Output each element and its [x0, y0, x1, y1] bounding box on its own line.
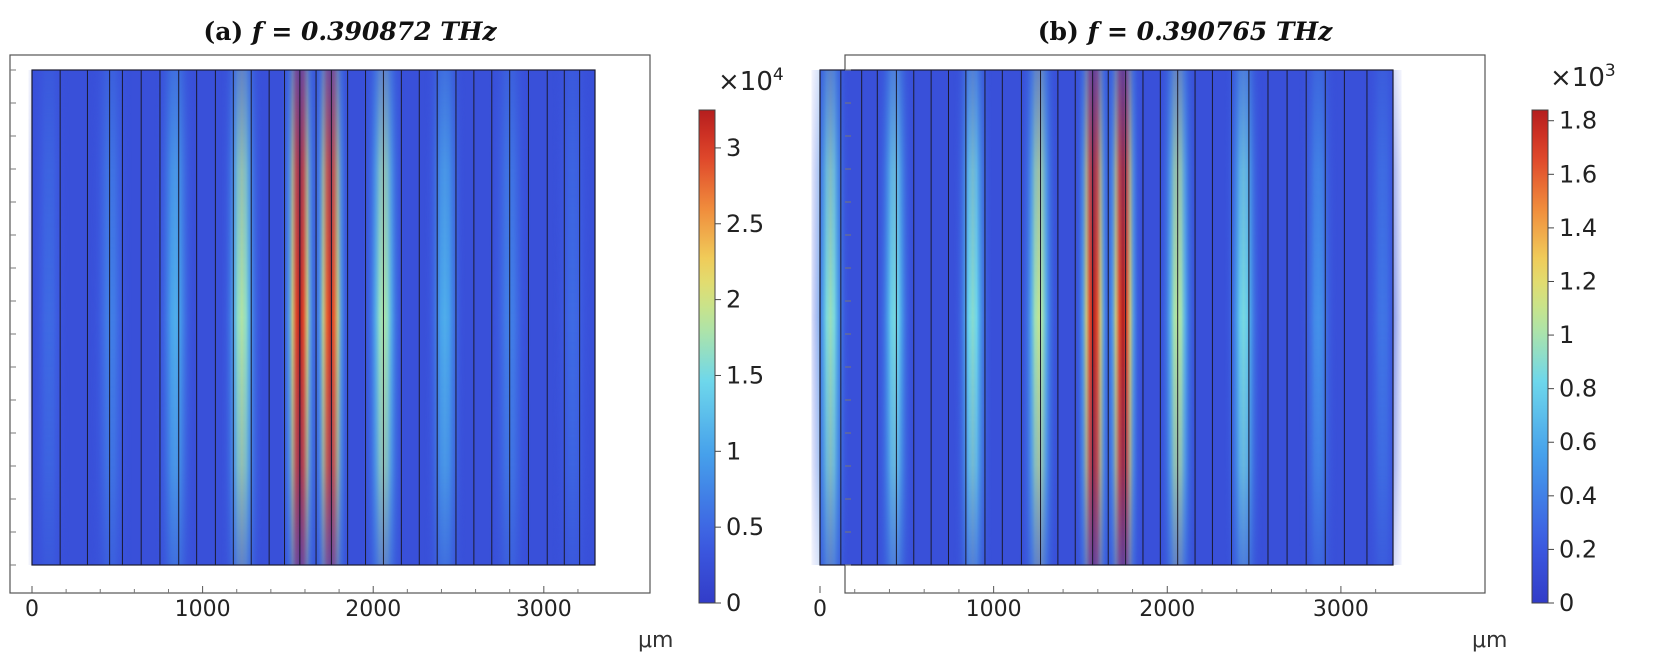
panel-a-field-peak [28, 70, 70, 565]
panel-a-y-ticks [10, 69, 16, 566]
panel-b-x-tick-label: 1000 [966, 597, 1022, 622]
panel-b-x-tick-label: 3000 [1313, 597, 1369, 622]
panel-a-colorbar [698, 109, 716, 604]
panel-b-x-tick-label: 2000 [1139, 597, 1195, 622]
panel-b: (b) f = 0.390765 THz 0 1000 2000 3000 μm ×1… [811, 17, 1616, 653]
panel-b-x-tick-label: 0 [813, 597, 827, 622]
panel-a-field-peak [89, 70, 132, 565]
panel-a-colorbar-multiplier: ×104 [718, 65, 784, 97]
panel-b-field-peak [875, 70, 914, 565]
panel-a-multiplier-exponent: 4 [773, 65, 784, 85]
panel-b-colorbar [1531, 109, 1549, 604]
panel-b-domain-outline [819, 69, 1394, 566]
panel-b-multiplier-exponent: 3 [1605, 61, 1616, 81]
panel-a-x-tick-label: 3000 [516, 597, 572, 622]
panel-a-plot [28, 69, 596, 566]
panel-b-colorbar-tick-label: 0.6 [1559, 428, 1597, 456]
panel-b-colorbar-ticks: 0 0.2 0.4 0.6 0.8 1 1.2 1.4 1.6 1.8 [1548, 107, 1597, 617]
panel-a-colorbar-tick-label: 2 [726, 286, 741, 314]
panel-b-colorbar-tick-label: 1.6 [1559, 160, 1597, 188]
panel-b-colorbar-multiplier: ×103 [1550, 61, 1616, 93]
panel-a-colorbar-tick-label: 3 [726, 134, 741, 162]
panel-b-colorbar-tick-label: 0.4 [1559, 482, 1597, 510]
panel-b-colorbar-tick-label: 1.2 [1559, 267, 1597, 295]
panel-a-colorbar-tick-label: 0.5 [726, 513, 764, 541]
panel-b-field-peak [1224, 70, 1263, 565]
panel-a-x-tick-label: 1000 [175, 597, 231, 622]
panel-a-domain-outline [31, 69, 596, 566]
panel-b-title-prefix: (b) [1038, 17, 1088, 46]
panel-b-field-peak [1363, 70, 1402, 565]
panel-a-title: (a) f = 0.390872 THz [203, 17, 497, 46]
panel-a-field-peak [221, 70, 263, 565]
panel-a-field-peak [552, 70, 594, 565]
panel-b-field-peak [811, 70, 850, 565]
panel-a-title-prefix: (a) [203, 17, 252, 46]
panel-b-colorbar-tick-label: 0.8 [1559, 375, 1597, 403]
panel-a-frame [9, 54, 651, 594]
panel-b-field-peak [1104, 70, 1142, 565]
panel-b-title-math: f = 0.390765 THz [1086, 17, 1334, 46]
panel-b-multiplier-base: ×10 [1550, 63, 1605, 93]
panel-b-colorbar-tick-label: 1.8 [1559, 107, 1597, 135]
panel-a-colorbar-tick-label: 0 [726, 589, 741, 617]
panel-b-field-peak [1019, 70, 1058, 565]
panel-a-x-tick-label: 2000 [345, 597, 401, 622]
panel-b-plot [811, 69, 1402, 566]
panel-a-x-tick-label: 0 [25, 597, 39, 622]
panel-a-colorbar-tick-label: 1.5 [726, 361, 764, 389]
panel-b-field-peak [1299, 70, 1338, 565]
panel-a-field-peak [424, 70, 466, 565]
panel-b-field-peak [953, 70, 992, 565]
panel-a-title-math: f = 0.390872 THz [250, 17, 498, 46]
panel-a-field-peak [154, 70, 196, 565]
panel-b-colorbar-tick-label: 0 [1559, 589, 1574, 617]
panel-b-colorbar-tick-label: 0.2 [1559, 535, 1597, 563]
panel-b-y-ticks [845, 69, 851, 566]
panel-a-colorbar-tick-label: 1 [726, 437, 741, 465]
panel-a-multiplier-base: ×10 [718, 67, 773, 97]
panel-b-x-ticks: 0 1000 2000 3000 [813, 586, 1377, 622]
panel-a-field-peak [311, 70, 350, 565]
panel-a-x-unit: μm [638, 628, 673, 653]
panel-b-x-unit: μm [1472, 628, 1507, 653]
panel-b-colorbar-tick-label: 1 [1559, 321, 1574, 349]
panel-a-colorbar-tick-label: 2.5 [726, 210, 764, 238]
panel-a: (a) f = 0.390872 THz 0 1000 2000 3000 μm ×1… [9, 17, 784, 653]
panel-b-title: (b) f = 0.390765 THz [1038, 17, 1333, 46]
panel-a-x-ticks: 0 1000 2000 3000 [25, 586, 579, 622]
panel-a-colorbar-ticks: 0 0.5 1 1.5 2 2.5 3 [715, 134, 764, 617]
panel-b-colorbar-tick-label: 1.4 [1559, 214, 1597, 242]
